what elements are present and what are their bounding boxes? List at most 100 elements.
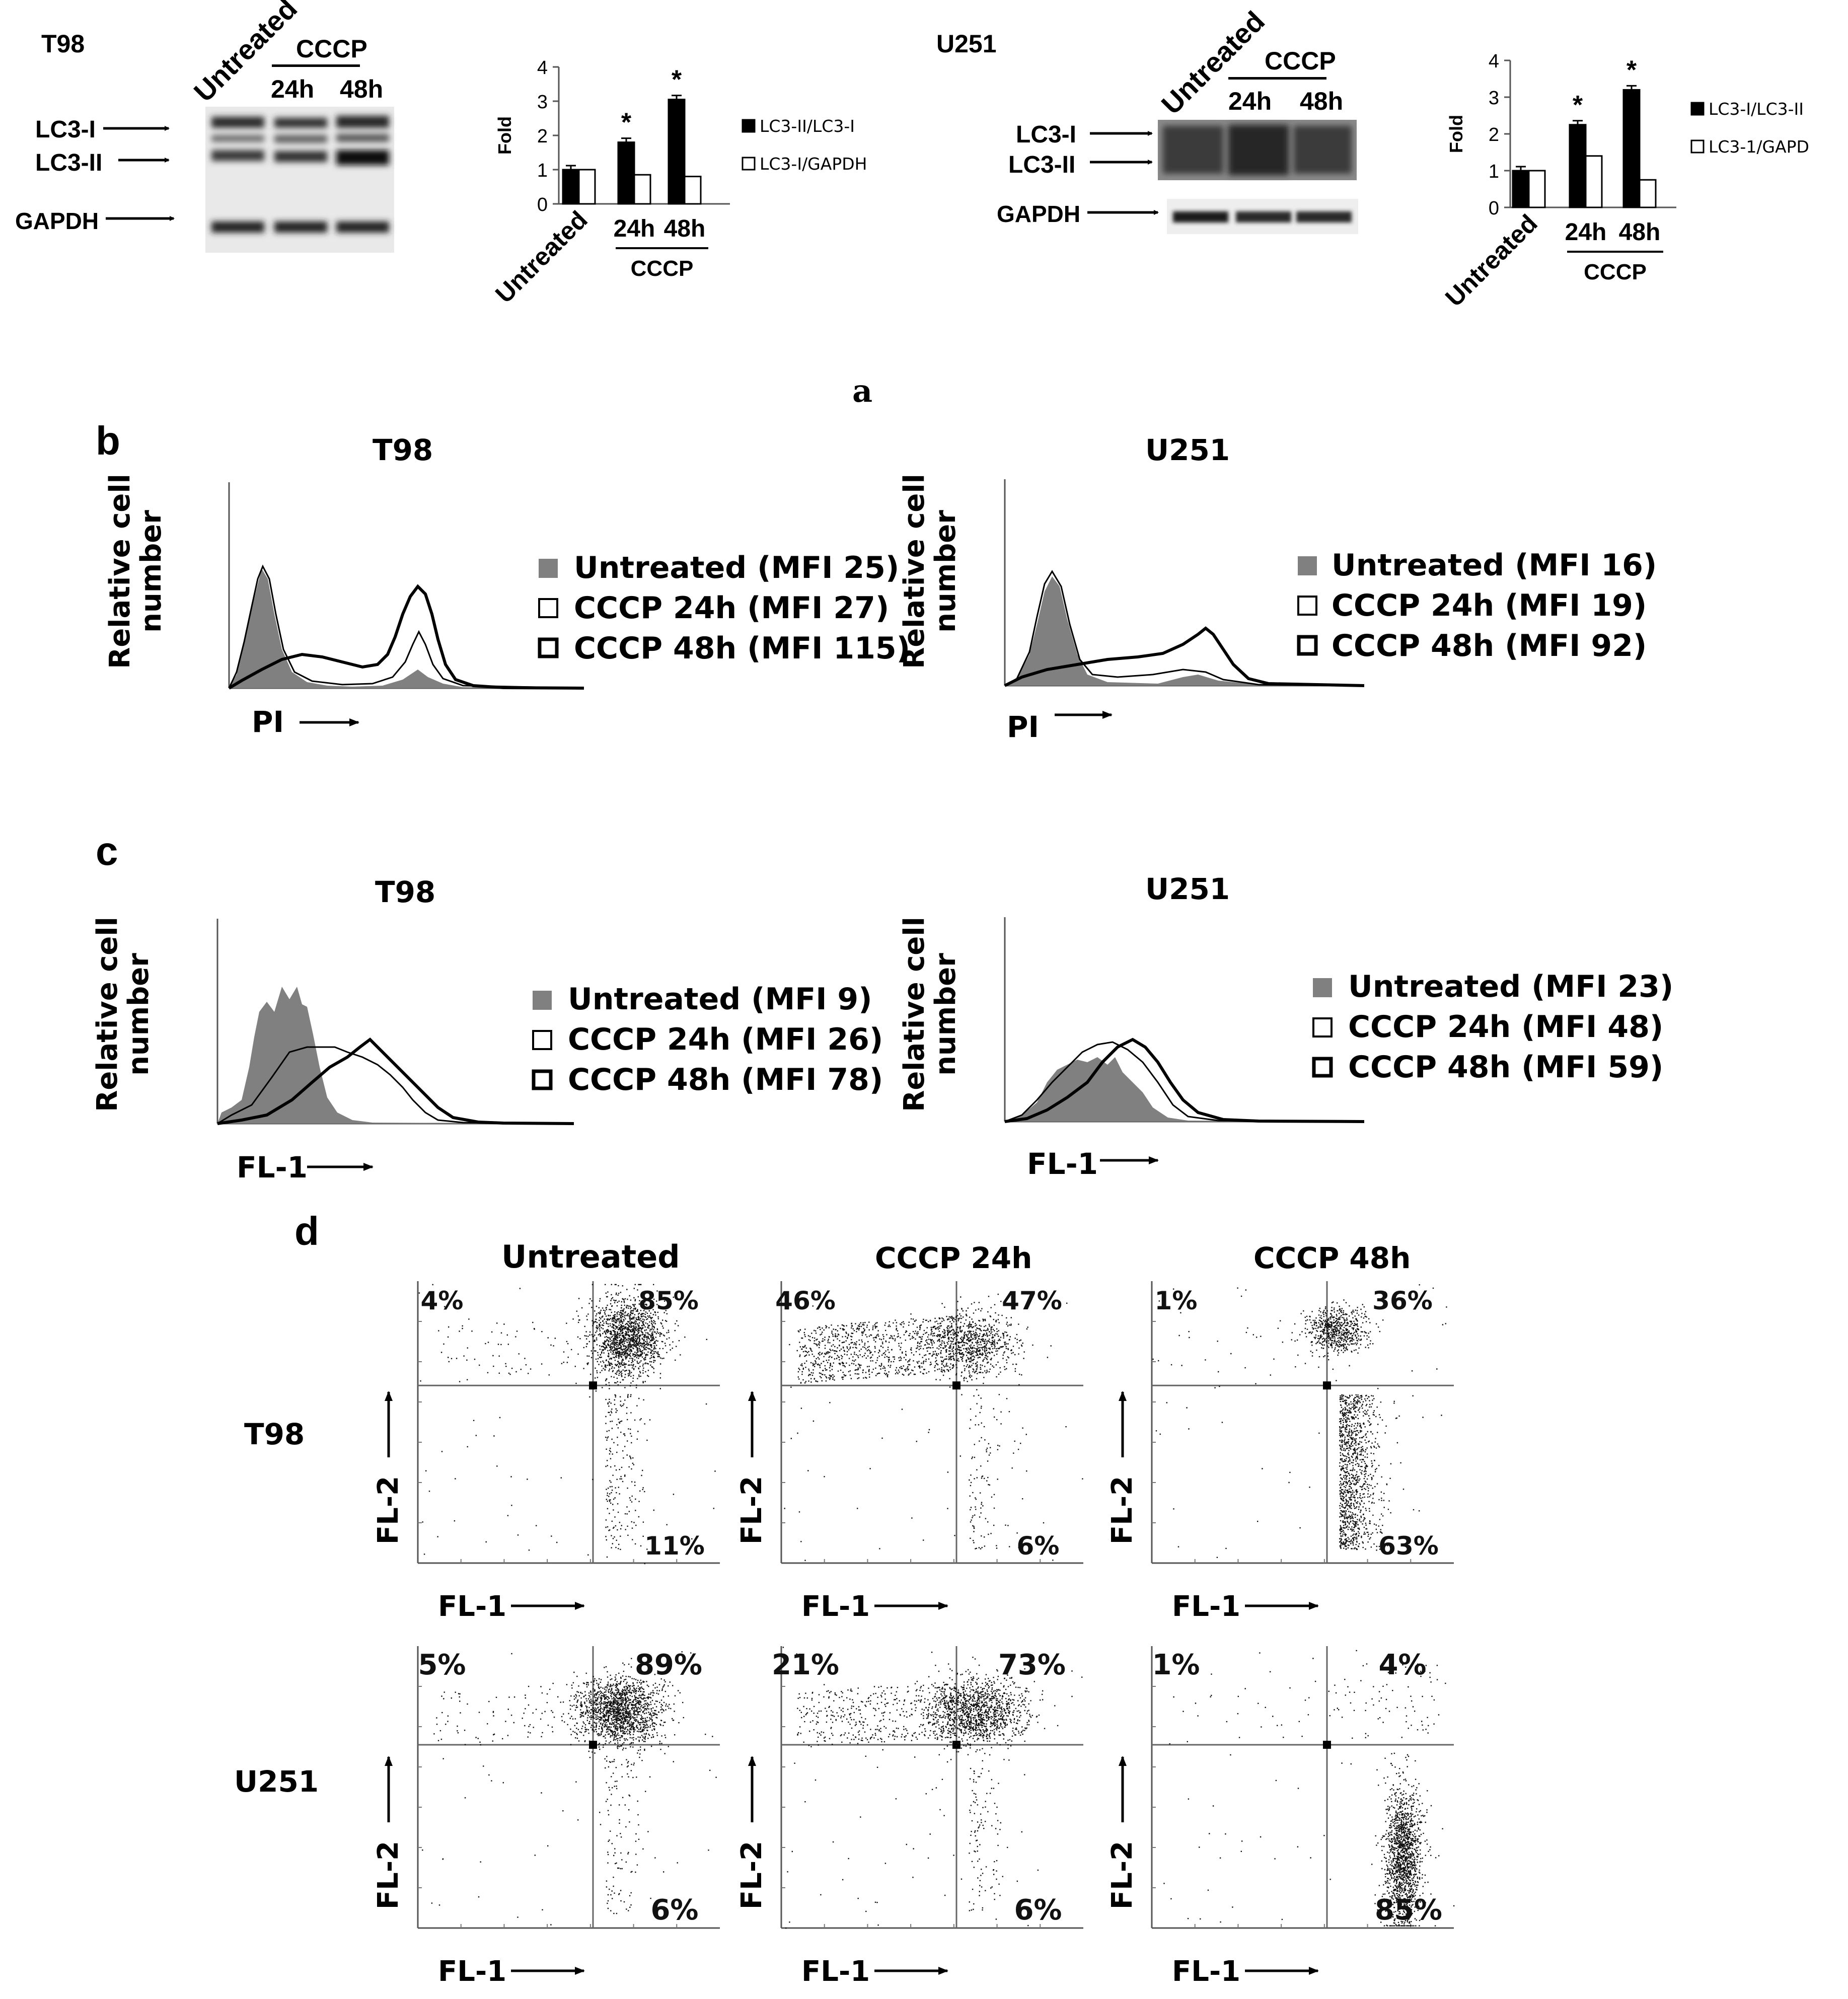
dot-plot-gate-center	[589, 1381, 597, 1390]
dot-plot-quadrant-ur-label: 73%	[998, 1649, 1066, 1681]
hist-c-u251-swatch-untreated	[1313, 978, 1332, 997]
hist-c-u251-untreated-area	[1005, 1057, 1364, 1122]
hist-b-t98-swatch-48h	[538, 637, 559, 658]
bar-t98-0-2	[668, 99, 686, 205]
blot-u251-band-lc3i-label: LC3-I	[1016, 121, 1076, 148]
bar-t98-1-1	[633, 174, 651, 205]
hist-b-t98-24h-line	[228, 564, 584, 689]
hist-b-u251-legend-24h: CCCP 24h (MFI 19)	[1332, 588, 1647, 623]
dot-plot-quadrant-ur-label: 89%	[635, 1649, 702, 1681]
dot-plot-xlabel: FL-1	[1172, 1955, 1240, 1988]
dot-plot-quadrant-lr-label: 63%	[1378, 1531, 1439, 1561]
hist-c-t98-legend-untreated: Untreated (MFI 9)	[568, 982, 872, 1017]
bar-u251-0-2	[1622, 89, 1641, 208]
dot-plot-xlabel: FL-1	[438, 1955, 506, 1988]
dot-plot-quadrant-ul-label: 1%	[1152, 1649, 1200, 1681]
dot-plot-events	[784, 1293, 1083, 1561]
hist-b-t98-legend-untreated: Untreated (MFI 25)	[574, 550, 900, 585]
bar-u251-significance-1: *	[1573, 91, 1583, 120]
bar-u251-significance-2: *	[1627, 55, 1637, 85]
dot-plot-1-2: 1% 4% 85% FL-1 FL-2	[1106, 1646, 1455, 1988]
dot-plot-quadrant-ur-label: 4%	[1378, 1649, 1426, 1681]
blot-t98-lane-24h: 24h	[271, 75, 315, 103]
dot-plot-gate-center	[1323, 1381, 1331, 1390]
blot-t98-cell-line: T98	[41, 30, 85, 58]
hist-b-t98-title: T98	[373, 433, 433, 467]
blot-u251-cell-line: U251	[936, 30, 997, 58]
hist-b-t98	[228, 482, 584, 726]
hist-b-u251-untreated-area	[1005, 576, 1364, 686]
hist-c-u251-legend-48h: CCCP 48h (MFI 59)	[1348, 1050, 1664, 1085]
bar-u251-0-1	[1569, 124, 1587, 208]
blot-u251-lane-24h: 24h	[1228, 87, 1272, 115]
hist-b-u251-title: U251	[1145, 433, 1230, 467]
dot-row-label-u251: U251	[234, 1764, 319, 1799]
dot-plot-quadrant-ul-label: 4%	[421, 1286, 464, 1315]
hist-c-t98	[216, 919, 574, 1171]
dot-plot-ylabel: FL-2	[735, 1476, 768, 1544]
dot-plot-ylabel: FL-2	[372, 1841, 405, 1909]
hist-b-u251	[1004, 479, 1365, 719]
dot-plots: 4% 85% 11% FL-1 FL-2 46% 47% 6% FL-1 FL-2 1% 36% 63%…	[372, 1281, 1455, 1988]
bar-u251-1-2	[1639, 179, 1657, 208]
hist-b-legend-swatches	[538, 556, 1318, 658]
bar-chart-t98-legend-label-0: LC3-II/LC3-I	[760, 116, 855, 136]
dot-plot-0-0: 4% 85% 11% FL-1 FL-2	[372, 1281, 720, 1623]
hist-c-t98-48h-line	[217, 1038, 574, 1125]
hist-b-u251-48h-line	[1004, 626, 1365, 687]
bar-t98-1-2	[684, 176, 702, 205]
hist-b-t98-xlabel: PI	[252, 705, 284, 739]
dot-plot-quadrant-lr-label: 6%	[1017, 1531, 1060, 1561]
bar-chart-u251-ytick-label: 3	[1489, 88, 1499, 109]
bar-chart-t98-legend-swatch-1	[742, 157, 756, 171]
dot-plot-1-0: 5% 89% 6% FL-1 FL-2	[372, 1646, 720, 1988]
panel-d-letter: d	[294, 1209, 319, 1253]
panel-c-letter: c	[96, 829, 118, 873]
bar-chart-u251-legend-swatch-1	[1690, 139, 1705, 154]
dot-plot-quadrant-ul-label: 1%	[1155, 1286, 1198, 1315]
dot-plot-ylabel: FL-2	[1106, 1476, 1139, 1544]
blot-t98-lane-48h: 48h	[340, 75, 384, 103]
bar-chart-u251-ytick-label: 4	[1489, 51, 1499, 72]
bar-chart-u251-ytick-label: 2	[1489, 124, 1499, 145]
bar-chart-u251-group-label: CCCP	[1584, 260, 1647, 284]
bar-chart-t98-ytick-label: 2	[537, 126, 548, 147]
hist-c-t98-untreated-area	[217, 987, 574, 1124]
dot-plot-gate-center	[589, 1741, 597, 1749]
blot-u251-cccp-bar	[1228, 77, 1326, 80]
panel-b-letter: b	[96, 418, 120, 463]
bar-chart-t98-legend-label-1: LC3-I/GAPDH	[760, 154, 867, 174]
hist-c-u251-swatch-48h	[1312, 1057, 1333, 1078]
dot-plot-ylabel: FL-2	[735, 1841, 768, 1909]
dot-plot-0-1: 46% 47% 6% FL-1 FL-2	[735, 1281, 1083, 1623]
bar-chart-t98-ylabel: Fold	[494, 116, 515, 155]
dot-plot-gate-center	[952, 1381, 960, 1390]
hist-c-u251	[1004, 917, 1365, 1164]
bar-u251-1-0	[1528, 170, 1546, 208]
bar-u251-1-1	[1585, 155, 1603, 208]
blot-t98-image	[205, 107, 394, 253]
hist-b-t98-swatch-untreated	[539, 559, 558, 578]
dot-plot-quadrant-lr-label: 85%	[1375, 1894, 1442, 1927]
hist-c-t98-title: T98	[375, 875, 436, 909]
hist-c-t98-swatch-24h	[532, 1030, 552, 1050]
hist-c-u251-swatch-24h	[1312, 1017, 1333, 1038]
hist-b-u251-legend-48h: CCCP 48h (MFI 92)	[1332, 628, 1647, 663]
blot-u251-band-gapdh-label: GAPDH	[997, 201, 1081, 227]
bar-chart-u251-ylabel: Fold	[1446, 115, 1466, 153]
dot-plot-events	[1163, 1650, 1455, 1927]
dot-plot-quadrant-ur-label: 85%	[638, 1286, 699, 1315]
bar-chart-t98-ytick-label: 3	[537, 92, 548, 113]
dot-plot-quadrant-ul-label: 5%	[418, 1649, 466, 1681]
hist-c-u251-title: U251	[1145, 872, 1230, 906]
hist-b-t98-untreated-area	[229, 569, 584, 688]
blot-t98-band-lc3ii-label: LC3-II	[35, 150, 103, 176]
hist-c-t98-swatch-untreated	[533, 991, 552, 1010]
hist-b-u251-legend-untreated: Untreated (MFI 16)	[1332, 548, 1657, 583]
hist-b-u251-swatch-untreated	[1298, 556, 1317, 575]
dot-plot-quadrant-lr-label: 11%	[644, 1531, 705, 1561]
bar-t98-1-0	[578, 169, 596, 205]
blot-u251-lane-48h: 48h	[1300, 87, 1344, 115]
hist-b-t98-legend-24h: CCCP 24h (MFI 27)	[574, 590, 890, 626]
